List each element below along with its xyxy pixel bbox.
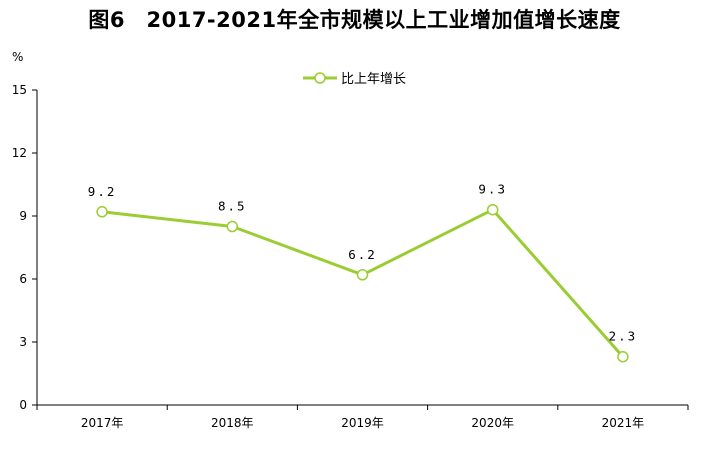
x-tick-label: 2018年 bbox=[211, 416, 254, 430]
chart-title: 图6 2017-2021年全市规模以上工业增加值增长速度 bbox=[88, 8, 621, 32]
data-label: 9.3 bbox=[478, 182, 507, 197]
y-tick-label: 9 bbox=[19, 209, 27, 223]
data-point bbox=[96, 206, 108, 218]
data-label: 9.2 bbox=[88, 184, 117, 199]
legend-marker bbox=[314, 72, 326, 84]
y-tick-label: 3 bbox=[19, 335, 27, 349]
x-tick-label: 2017年 bbox=[81, 416, 124, 430]
series-line bbox=[101, 208, 625, 358]
data-label: 2.3 bbox=[609, 329, 638, 344]
y-tick-label: 6 bbox=[19, 272, 27, 286]
y-tick-label: 0 bbox=[19, 398, 27, 412]
x-tick-label: 2020年 bbox=[471, 416, 514, 430]
data-point bbox=[486, 203, 499, 216]
x-tick-label: 2019年 bbox=[341, 416, 384, 430]
legend: 比上年增长 bbox=[303, 72, 406, 87]
data-point bbox=[226, 220, 239, 233]
y-tick-label: 12 bbox=[12, 146, 27, 160]
y-axis-unit: % bbox=[12, 50, 23, 64]
legend-label: 比上年增长 bbox=[341, 72, 406, 87]
x-tick-label: 2021年 bbox=[602, 416, 645, 430]
data-label: 8.5 bbox=[218, 199, 247, 214]
y-tick-label: 15 bbox=[12, 83, 27, 97]
data-point bbox=[617, 350, 629, 363]
data-label: 6.2 bbox=[348, 247, 377, 262]
data-point bbox=[356, 269, 369, 281]
